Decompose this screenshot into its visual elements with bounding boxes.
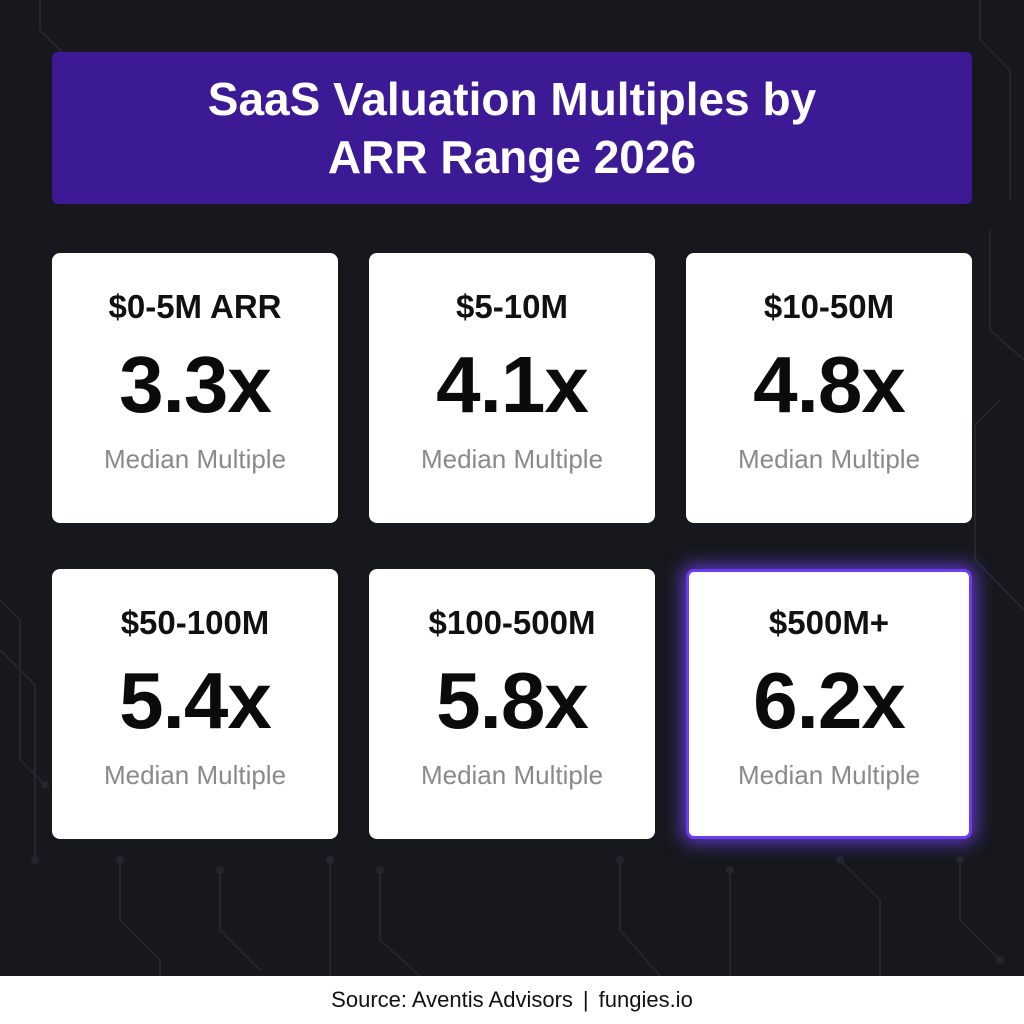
card-caption: Median Multiple <box>737 444 921 474</box>
multiple-card: $50-100M 5.4x Median Multiple <box>52 569 338 839</box>
card-arr-range: $0-5M ARR <box>108 288 282 325</box>
card-multiple-value: 4.1x <box>436 340 589 429</box>
multiple-card: $5-10M 4.1x Median Multiple <box>369 253 655 523</box>
title-banner: SaaS Valuation Multiples by ARR Range 20… <box>52 52 972 204</box>
footer-source: Source: Aventis Advisors | fungies.io <box>0 976 1024 1024</box>
card-multiple-value: 6.2x <box>753 656 906 745</box>
card-caption: Median Multiple <box>420 760 604 790</box>
card-multiple-value: 5.4x <box>119 656 272 745</box>
multiple-card: $100-500M 5.8x Median Multiple <box>369 569 655 839</box>
footer-separator: | <box>582 987 589 1012</box>
circuit-background <box>0 0 1024 976</box>
card-multiple-value: 5.8x <box>436 656 589 745</box>
card-arr-range: $10-50M <box>763 288 895 325</box>
multiple-card: $10-50M 4.8x Median Multiple <box>686 253 972 523</box>
multiple-card-highlighted: $500M+ 6.2x Median Multiple <box>686 569 972 839</box>
card-arr-range: $100-500M <box>428 604 596 641</box>
card-caption: Median Multiple <box>737 760 921 790</box>
site-link[interactable]: fungies.io <box>598 987 693 1012</box>
page-title: SaaS Valuation Multiples by ARR Range 20… <box>207 73 817 183</box>
card-arr-range: $5-10M <box>456 288 568 325</box>
card-caption: Median Multiple <box>420 444 604 474</box>
multiple-card: $0-5M ARR 3.3x Median Multiple <box>52 253 338 523</box>
card-caption: Median Multiple <box>103 760 287 790</box>
card-multiple-value: 3.3x <box>119 340 272 429</box>
source-text: Source: Aventis Advisors <box>331 987 573 1012</box>
card-multiple-value: 4.8x <box>753 340 906 429</box>
card-arr-range: $50-100M <box>120 604 270 641</box>
card-caption: Median Multiple <box>103 444 287 474</box>
card-arr-range: $500M+ <box>768 604 890 641</box>
